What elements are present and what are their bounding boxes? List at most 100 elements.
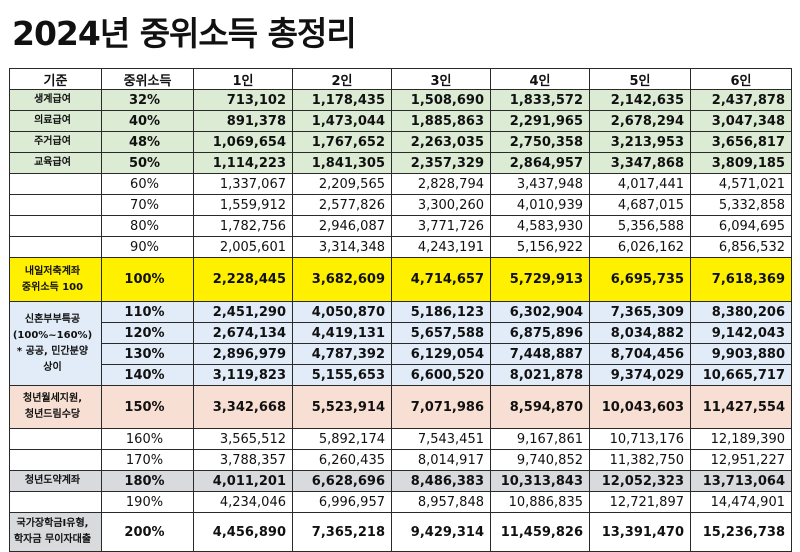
category-cell: [9, 491, 102, 513]
value-cell: 2,228,445: [193, 257, 293, 302]
value-cell: 2,678,294: [589, 110, 691, 132]
percent-cell: 200%: [101, 512, 194, 552]
value-cell: 5,156,922: [490, 236, 590, 258]
value-cell: 6,600,520: [391, 364, 491, 386]
value-cell: 4,017,441: [589, 173, 691, 195]
value-cell: 11,459,826: [490, 512, 590, 552]
category-cell: [9, 194, 102, 216]
percent-cell: 50%: [101, 152, 194, 174]
value-cell: 6,695,735: [589, 257, 691, 302]
value-cell: 9,740,852: [490, 449, 590, 471]
value-cell: 6,302,904: [490, 301, 590, 323]
value-cell: 4,787,392: [292, 343, 392, 365]
value-cell: 13,391,470: [589, 512, 691, 552]
value-cell: 7,543,451: [391, 428, 491, 450]
value-cell: 5,657,588: [391, 322, 491, 344]
percent-cell: 160%: [101, 428, 194, 450]
value-cell: 7,448,887: [490, 343, 590, 365]
value-cell: 5,729,913: [490, 257, 590, 302]
percent-cell: 120%: [101, 322, 194, 344]
percent-cell: 48%: [101, 131, 194, 153]
header-cell: 1인: [193, 68, 293, 90]
table-row: 교육급여 50% 1,114,223 1,841,305 2,357,329 2…: [9, 152, 792, 174]
value-cell: 2,896,979: [193, 343, 293, 365]
header-row: 기준 중위소득 1인 2인 3인 4인 5인 6인: [9, 68, 792, 90]
header-cell: 2인: [292, 68, 392, 90]
percent-cell: 80%: [101, 215, 194, 237]
value-cell: 2,577,826: [292, 194, 392, 216]
category-cell: 교육급여: [9, 152, 102, 174]
value-cell: 12,052,323: [589, 470, 691, 492]
value-cell: 5,356,588: [589, 215, 691, 237]
median-income-table: 기준 중위소득 1인 2인 3인 4인 5인 6인 생계급여 32% 713,1…: [9, 68, 792, 552]
percent-cell: 180%: [101, 470, 194, 492]
value-cell: 1,885,863: [391, 110, 491, 132]
table-row: 국가장학금I유형, 학자금 무이자대출 200% 4,456,890 7,365…: [9, 512, 792, 552]
value-cell: 9,429,314: [391, 512, 491, 552]
value-cell: 6,856,532: [690, 236, 792, 258]
value-cell: 12,721,897: [589, 491, 691, 513]
header-cell: 5인: [589, 68, 691, 90]
value-cell: 11,382,750: [589, 449, 691, 471]
table-row: 의료급여 40% 891,378 1,473,044 1,885,863 2,2…: [9, 110, 792, 132]
value-cell: 1,767,652: [292, 131, 392, 153]
category-cell: [9, 449, 102, 471]
value-cell: 6,260,435: [292, 449, 392, 471]
value-cell: 1,337,067: [193, 173, 293, 195]
percent-cell: 190%: [101, 491, 194, 513]
value-cell: 4,687,015: [589, 194, 691, 216]
value-cell: 5,186,123: [391, 301, 491, 323]
percent-cell: 70%: [101, 194, 194, 216]
table-row: 80% 1,782,756 2,946,087 3,771,726 4,583,…: [9, 215, 792, 237]
category-cell: 신혼부부특공 (100%~160%) * 공공, 민간분양 상이: [9, 301, 102, 386]
value-cell: 7,071,986: [391, 385, 491, 429]
value-cell: 1,069,654: [193, 131, 293, 153]
value-cell: 3,314,348: [292, 236, 392, 258]
value-cell: 5,892,174: [292, 428, 392, 450]
category-cell: 내일저축계좌 중위소득 100: [9, 257, 102, 302]
value-cell: 3,300,260: [391, 194, 491, 216]
value-cell: 1,782,756: [193, 215, 293, 237]
value-cell: 4,419,131: [292, 322, 392, 344]
value-cell: 3,771,726: [391, 215, 491, 237]
value-cell: 2,357,329: [391, 152, 491, 174]
percent-cell: 32%: [101, 89, 194, 111]
value-cell: 2,946,087: [292, 215, 392, 237]
value-cell: 2,209,565: [292, 173, 392, 195]
value-cell: 2,864,957: [490, 152, 590, 174]
value-cell: 3,565,512: [193, 428, 293, 450]
value-cell: 14,474,901: [690, 491, 792, 513]
category-cell: 국가장학금I유형, 학자금 무이자대출: [9, 512, 102, 552]
value-cell: 6,628,696: [292, 470, 392, 492]
table-row: 90% 2,005,601 3,314,348 4,243,191 5,156,…: [9, 236, 792, 258]
value-cell: 10,313,843: [490, 470, 590, 492]
value-cell: 1,473,044: [292, 110, 392, 132]
value-cell: 8,704,456: [589, 343, 691, 365]
table-row: 70% 1,559,912 2,577,826 3,300,260 4,010,…: [9, 194, 792, 216]
value-cell: 9,167,861: [490, 428, 590, 450]
percent-cell: 90%: [101, 236, 194, 258]
category-cell: [9, 215, 102, 237]
percent-cell: 40%: [101, 110, 194, 132]
value-cell: 11,427,554: [690, 385, 792, 429]
table-row: 130% 2,896,979 4,787,392 6,129,054 7,448…: [10, 343, 792, 365]
value-cell: 7,365,309: [589, 301, 691, 323]
percent-cell: 150%: [101, 385, 194, 429]
value-cell: 8,594,870: [490, 385, 590, 429]
table-row: 120% 2,674,134 4,419,131 5,657,588 6,875…: [10, 322, 792, 344]
value-cell: 4,714,657: [391, 257, 491, 302]
value-cell: 1,841,305: [292, 152, 392, 174]
table-row: 신혼부부특공 (100%~160%) * 공공, 민간분양 상이 110% 2,…: [9, 301, 792, 386]
header-cell: 기준: [9, 68, 102, 90]
value-cell: 4,583,930: [490, 215, 590, 237]
value-cell: 5,155,653: [292, 364, 392, 386]
percent-cell: 130%: [101, 343, 194, 365]
value-cell: 4,571,021: [690, 173, 792, 195]
value-cell: 3,119,823: [193, 364, 293, 386]
category-cell: 청년도약계좌: [9, 470, 102, 492]
value-cell: 8,034,882: [589, 322, 691, 344]
value-cell: 5,523,914: [292, 385, 392, 429]
category-cell: 의료급여: [9, 110, 102, 132]
category-cell: 생계급여: [9, 89, 102, 111]
value-cell: 3,656,817: [690, 131, 792, 153]
